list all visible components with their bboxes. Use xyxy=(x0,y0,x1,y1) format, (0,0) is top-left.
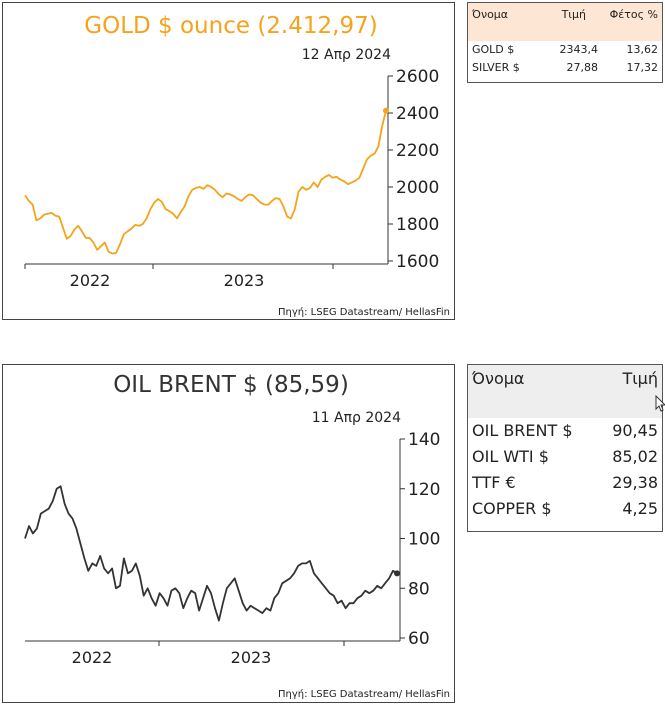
gold-table-cell-ytd: 17,32 xyxy=(626,61,659,74)
oil-plot-area: 2022 2023 60 80 100 120 140 xyxy=(24,430,440,667)
oil-y-tick-label: 60 xyxy=(408,629,430,649)
oil-x-tick-label: 2022 xyxy=(72,648,113,667)
gold-table-header-name: Όνομα xyxy=(472,8,509,21)
oil-table-cell-name: OIL BRENT $ xyxy=(472,421,573,440)
oil-table-cell-price: 29,38 xyxy=(612,473,658,492)
gold-y-tick-label: 1800 xyxy=(396,215,439,235)
gold-chart-panel: GOLD $ ounce (2.412,97) 12 Απρ 2024 Πηγή… xyxy=(2,2,455,320)
gold-table-header: Όνομα Τιμή Φέτος % xyxy=(468,3,662,41)
oil-y-tick-label: 140 xyxy=(408,430,440,450)
gold-chart-date: 12 Απρ 2024 xyxy=(302,47,391,63)
oil-price-table: Όνομα Τιμή OIL BRENT $ 90,45 OIL WTI $ 8… xyxy=(467,364,663,532)
gold-plot-area: 2022 2023 1600 1800 2000 2200 2400 2600 xyxy=(24,67,439,290)
gold-table-cell-price: 2343,4 xyxy=(559,43,599,56)
oil-table-header-name: Όνομα xyxy=(472,369,525,388)
gold-series-line xyxy=(24,110,387,255)
gold-chart-svg: GOLD $ ounce (2.412,97) 12 Απρ 2024 Πηγή… xyxy=(24,13,450,318)
table-row: GOLD $ 2343,4 13,62 xyxy=(468,41,662,59)
oil-chart-svg: OIL BRENT $ (85,59) 11 Απρ 2024 Πηγή: LS… xyxy=(24,372,450,700)
oil-table-header-price: Τιμή xyxy=(622,369,658,388)
oil-table-cell-price: 85,02 xyxy=(612,447,658,466)
oil-table-cell-name: COPPER $ xyxy=(472,499,552,518)
table-row: TTF € 29,38 xyxy=(468,470,662,496)
gold-chart-source: Πηγή: LSEG Datastream/ HellasFin xyxy=(278,306,450,318)
gold-x-tick-label: 2022 xyxy=(70,271,111,290)
oil-x-tick-label: 2023 xyxy=(231,648,272,667)
gold-chart-title: GOLD $ ounce (2.412,97) xyxy=(84,13,377,39)
table-row: OIL WTI $ 85,02 xyxy=(468,444,662,470)
gold-table-header-ytd: Φέτος % xyxy=(609,8,658,21)
oil-chart-date: 11 Απρ 2024 xyxy=(312,410,401,426)
gold-price-table: Όνομα Τιμή Φέτος % GOLD $ 2343,4 13,62 S… xyxy=(467,2,663,83)
oil-y-tick-label: 120 xyxy=(408,480,440,500)
oil-table-cell-price: 90,45 xyxy=(612,421,658,440)
gold-x-tick-label: 2023 xyxy=(224,271,265,290)
table-row: COPPER $ 4,25 xyxy=(468,496,662,522)
gold-y-tick-label: 2400 xyxy=(396,104,439,124)
oil-y-tick-label: 100 xyxy=(408,530,440,550)
gold-y-tick-label: 1600 xyxy=(396,252,439,272)
gold-y-tick-label: 2600 xyxy=(396,67,439,87)
oil-table-cell-price: 4,25 xyxy=(622,499,658,518)
oil-table-header: Όνομα Τιμή xyxy=(468,365,662,418)
oil-series-line xyxy=(24,485,398,622)
oil-y-tick-label: 80 xyxy=(408,579,430,599)
oil-chart-source: Πηγή: LSEG Datastream/ HellasFin xyxy=(278,688,450,700)
gold-y-tick-label: 2000 xyxy=(396,178,439,198)
gold-table-cell-name: SILVER $ xyxy=(472,61,520,74)
mouse-cursor-icon xyxy=(655,395,665,412)
oil-table-cell-name: TTF € xyxy=(472,473,516,492)
oil-table-cell-name: OIL WTI $ xyxy=(472,447,549,466)
gold-table-header-price: Τιμή xyxy=(561,8,586,21)
gold-table-cell-ytd: 13,62 xyxy=(626,43,659,56)
table-row: OIL BRENT $ 90,45 xyxy=(468,418,662,444)
oil-last-point xyxy=(394,570,400,577)
gold-table-cell-name: GOLD $ xyxy=(472,43,515,56)
oil-chart-panel: OIL BRENT $ (85,59) 11 Απρ 2024 Πηγή: LS… xyxy=(2,364,455,703)
gold-last-point xyxy=(383,107,389,114)
oil-chart-title: OIL BRENT $ (85,59) xyxy=(113,372,349,398)
table-row: SILVER $ 27,88 17,32 xyxy=(468,59,662,77)
gold-y-tick-label: 2200 xyxy=(396,141,439,161)
gold-table-cell-price: 27,88 xyxy=(566,61,599,74)
